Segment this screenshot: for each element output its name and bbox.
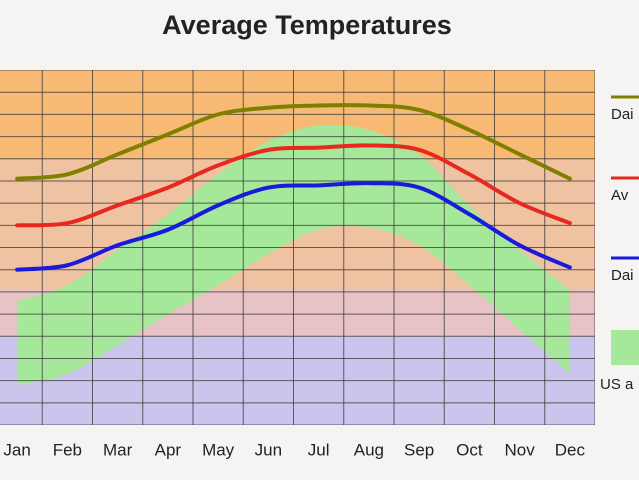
legend-label: Av xyxy=(611,187,629,204)
x-tick-label: Apr xyxy=(155,440,182,459)
x-tick-label: Aug xyxy=(354,440,384,459)
plot-area xyxy=(0,70,595,425)
series-line xyxy=(15,181,572,272)
chart-title: Average Temperatures xyxy=(162,10,452,40)
x-tick-label: Nov xyxy=(505,440,536,459)
x-tick-label: Dec xyxy=(555,440,586,459)
legend-label: US a xyxy=(600,376,634,393)
x-tick-label: Jun xyxy=(255,440,282,459)
x-tick-label: Jul xyxy=(308,440,330,459)
x-tick-label: Jan xyxy=(3,440,30,459)
range-area xyxy=(17,124,570,386)
x-tick-label: Feb xyxy=(53,440,82,459)
legend-label: Dai xyxy=(611,267,634,284)
x-tick-label: Sep xyxy=(404,440,434,459)
series-line xyxy=(15,143,572,228)
x-tick-label: May xyxy=(202,440,235,459)
x-tick-label: Mar xyxy=(103,440,133,459)
legend-swatch xyxy=(611,330,639,365)
x-tick-label: Oct xyxy=(456,440,483,459)
legend-label: Dai xyxy=(611,106,634,123)
series-line xyxy=(15,103,572,181)
